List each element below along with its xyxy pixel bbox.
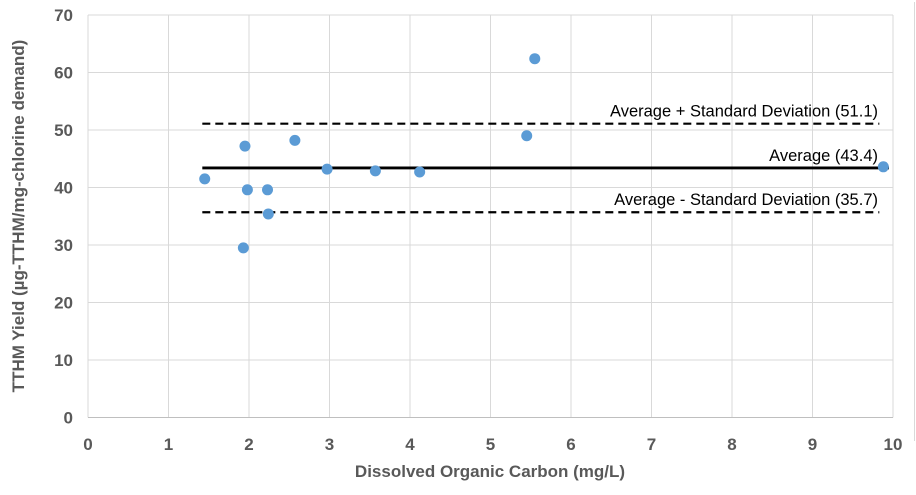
data-point (241, 184, 253, 196)
y-tick-label: 30 (54, 236, 73, 255)
x-tick-label: 3 (325, 435, 334, 454)
x-tick-label: 1 (164, 435, 173, 454)
data-point (237, 242, 249, 254)
y-tick-label: 10 (54, 351, 73, 370)
reference-line-label: Average - Standard Deviation (35.7) (614, 191, 878, 209)
reference-line-label: Average (43.4) (769, 147, 878, 165)
x-axis-title: Dissolved Organic Carbon (mg/L) (355, 462, 625, 481)
x-tick-label: 5 (486, 435, 495, 454)
data-point (369, 165, 381, 177)
data-point (289, 134, 301, 146)
reference-line-label: Average + Standard Deviation (51.1) (610, 103, 878, 121)
x-tick-label: 0 (83, 435, 92, 454)
y-tick-label: 20 (54, 294, 73, 313)
data-point (414, 166, 426, 178)
data-point (529, 53, 541, 65)
data-point (877, 161, 889, 173)
data-point (262, 208, 274, 220)
x-tick-label: 9 (808, 435, 817, 454)
data-point (199, 173, 211, 185)
y-tick-label: 40 (54, 179, 73, 198)
x-tick-label: 10 (884, 435, 903, 454)
data-point (239, 140, 251, 152)
data-point (262, 184, 274, 196)
y-tick-label: 50 (54, 121, 73, 140)
reference-lines (202, 122, 889, 214)
gridlines (87, 2, 915, 441)
x-tick-label: 4 (405, 435, 415, 454)
y-tick-label: 60 (54, 64, 73, 83)
data-point (521, 130, 533, 142)
y-tick-label: 70 (54, 6, 73, 25)
x-tick-label: 6 (566, 435, 575, 454)
annotations: Average + Standard Deviation (51.1) Avera… (610, 103, 878, 210)
y-tick-label: 0 (64, 409, 73, 428)
data-point (321, 163, 333, 175)
x-tick-label: 2 (244, 435, 253, 454)
x-tick-label: 7 (647, 435, 656, 454)
tick-labels: 0 10 20 30 40 50 60 70 0 1 2 3 4 5 6 7 8 9 10 (54, 6, 902, 454)
x-tick-label: 8 (727, 435, 736, 454)
data-points (199, 53, 889, 254)
y-axis-title: TTHM Yield (µg-TTHM/mg-chlorine demand) (9, 40, 28, 393)
